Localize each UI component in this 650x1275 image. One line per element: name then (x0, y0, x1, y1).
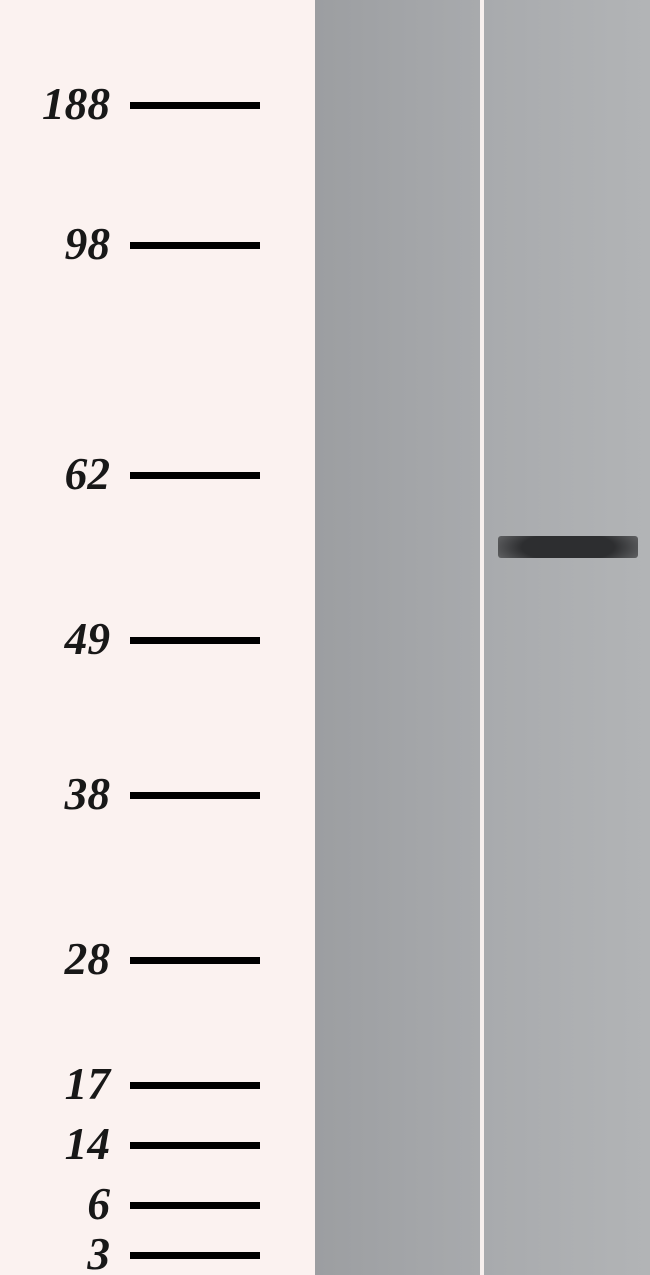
marker-tick (130, 102, 260, 109)
marker-label: 17 (65, 1058, 110, 1110)
marker-label: 49 (65, 613, 110, 665)
marker-label: 6 (87, 1178, 110, 1230)
marker-tick (130, 472, 260, 479)
marker-tick (130, 792, 260, 799)
marker-label: 14 (65, 1118, 110, 1170)
marker-tick (130, 1142, 260, 1149)
marker-tick (130, 1252, 260, 1259)
marker-tick (130, 1202, 260, 1209)
marker-tick (130, 242, 260, 249)
marker-label: 38 (65, 768, 110, 820)
marker-label: 188 (42, 78, 110, 130)
protein-band (498, 536, 638, 558)
marker-tick (130, 1082, 260, 1089)
western-blot-figure: 188 98 62 49 38 28 17 14 6 3 (0, 0, 650, 1275)
marker-tick (130, 957, 260, 964)
marker-label: 3 (87, 1228, 110, 1275)
marker-label: 28 (65, 933, 110, 985)
marker-label: 98 (65, 218, 110, 270)
marker-tick (130, 637, 260, 644)
lane-divider (480, 0, 484, 1275)
marker-label: 62 (65, 448, 110, 500)
